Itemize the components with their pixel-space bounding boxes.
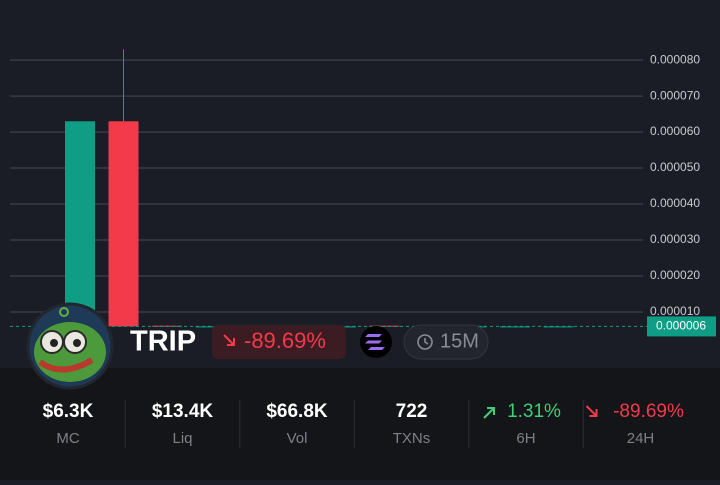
down-arrow: [585, 405, 598, 417]
token-name: TRIP: [130, 326, 196, 358]
candle-body: [108, 121, 139, 327]
clock-icon: [417, 334, 433, 350]
chart: 0.000010 0.000020 0.000030 0.000040 0.000050…: [10, 49, 716, 337]
price-tag-label: 0.000006: [656, 319, 706, 333]
stats-bg: [0, 368, 720, 480]
stat-value: $66.8K: [266, 401, 328, 422]
chart-bg: [0, 0, 720, 368]
stat-label: Liq: [172, 430, 192, 447]
interval-pill[interactable]: [403, 324, 489, 360]
change-badge: [212, 325, 346, 359]
clock-hand: [424, 338, 429, 345]
down-arrow: [223, 334, 235, 346]
token-change: -89.69%: [244, 328, 326, 353]
y-tick-label: 0.000030: [650, 232, 700, 246]
y-tick-label: 0.000010: [650, 304, 700, 318]
stat-label: TXNs: [393, 430, 431, 447]
up-arrow: [483, 407, 495, 419]
stat-value: 1.31%: [507, 401, 561, 422]
stat-value: -89.69%: [613, 401, 684, 422]
stat-label: Vol: [287, 430, 308, 447]
y-tick-label: 0.000080: [650, 52, 700, 66]
y-tick-label: 0.000060: [650, 124, 700, 138]
token-avatar: [26, 302, 114, 390]
stat-value: $13.4K: [152, 401, 214, 422]
price-tag: [647, 316, 716, 337]
y-tick-label: 0.000050: [650, 160, 700, 174]
stats-row: $6.3K MC $13.4K Liq $66.8K Vol 722 TXNs 1.31% 6H -…: [43, 400, 684, 448]
y-tick-label: 0.000070: [650, 88, 700, 102]
stat-value: 722: [396, 401, 428, 422]
stat-label: MC: [56, 430, 79, 447]
candle-body: [65, 121, 95, 327]
stat-label: 6H: [516, 430, 535, 447]
stat-label: 24H: [627, 430, 655, 447]
stat-value: $6.3K: [43, 401, 94, 422]
y-tick-label: 0.000040: [650, 196, 700, 210]
y-tick-label: 0.000020: [650, 268, 700, 282]
chain-icon: [360, 326, 392, 358]
interval: 15M: [440, 330, 479, 352]
